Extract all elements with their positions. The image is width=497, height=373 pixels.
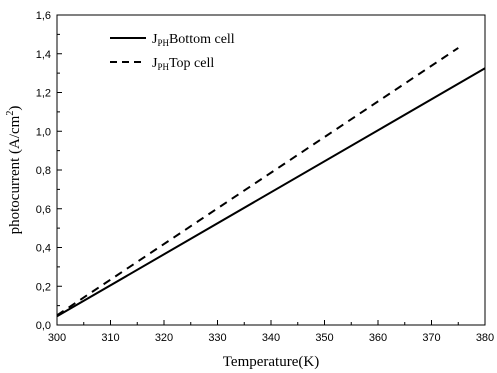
y-tick-label: 0,2 <box>36 281 51 293</box>
x-tick-label: 360 <box>369 332 387 344</box>
x-axis-ticks: 300 310 320 330 340 350 360 370 380 <box>48 320 494 344</box>
x-tick-label: 330 <box>208 332 226 344</box>
y-tick-label: 0,4 <box>36 243 51 255</box>
legend: JPHBottom cell JPHTop cell <box>110 32 235 72</box>
series-lines <box>56 47 486 318</box>
x-tick-label: 300 <box>48 332 66 344</box>
y-tick-label: 1,6 <box>36 10 51 22</box>
legend-label-top-cell: JPHTop cell <box>152 56 214 72</box>
x-tick-label: 380 <box>476 332 494 344</box>
y-tick-label: 1,2 <box>36 88 51 100</box>
legend-label-bottom-cell: JPHBottom cell <box>152 32 235 48</box>
x-tick-label: 370 <box>422 332 440 344</box>
series-line-top-cell <box>56 47 459 317</box>
series-line-bottom-cell <box>56 67 486 318</box>
x-tick-label: 340 <box>262 332 280 344</box>
x-axis-title: Temperature(K) <box>223 354 319 370</box>
x-tick-label: 320 <box>155 332 173 344</box>
y-tick-label: 0,6 <box>36 204 51 216</box>
y-tick-label: 0,0 <box>36 320 51 332</box>
y-tick-label: 1,4 <box>36 49 51 61</box>
y-axis-ticks: 0,0 0,2 0,4 0,6 0,8 1,0 1,2 1,4 1,6 <box>36 10 62 332</box>
y-tick-label: 1,0 <box>36 126 51 138</box>
x-tick-label: 310 <box>101 332 119 344</box>
y-tick-label: 0,8 <box>36 165 51 177</box>
x-tick-label: 350 <box>315 332 333 344</box>
y-axis-title: photocurrent (A/cm2) <box>5 106 23 235</box>
